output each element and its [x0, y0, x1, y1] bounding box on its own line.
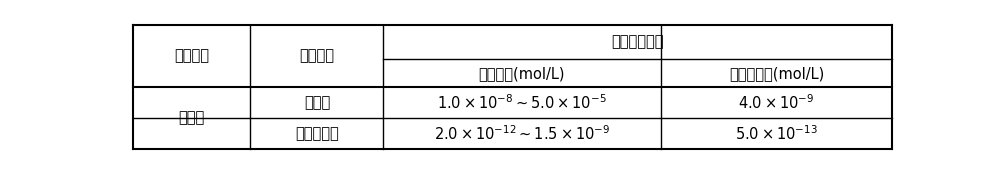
- Text: 线性范围(mol/L): 线性范围(mol/L): [479, 66, 565, 81]
- Text: 本发明方法: 本发明方法: [295, 126, 339, 141]
- Text: 四环素: 四环素: [178, 110, 205, 126]
- Text: 荧光法: 荧光法: [304, 95, 330, 110]
- Text: $1.0\times10^{-8}\sim5.0\times10^{-5}$: $1.0\times10^{-8}\sim5.0\times10^{-5}$: [437, 93, 607, 112]
- Text: 检测对象: 检测对象: [174, 48, 209, 63]
- Text: 检测方法: 检测方法: [299, 48, 334, 63]
- Text: $4.0\times10^{-9}$: $4.0\times10^{-9}$: [738, 93, 815, 112]
- Text: $5.0\times10^{-13}$: $5.0\times10^{-13}$: [735, 124, 818, 143]
- Text: 实际样品检测: 实际样品检测: [612, 35, 664, 50]
- Text: 最低检测限(mol/L): 最低检测限(mol/L): [729, 66, 824, 81]
- Text: $2.0\times10^{-12}\sim1.5\times10^{-9}$: $2.0\times10^{-12}\sim1.5\times10^{-9}$: [434, 124, 610, 143]
